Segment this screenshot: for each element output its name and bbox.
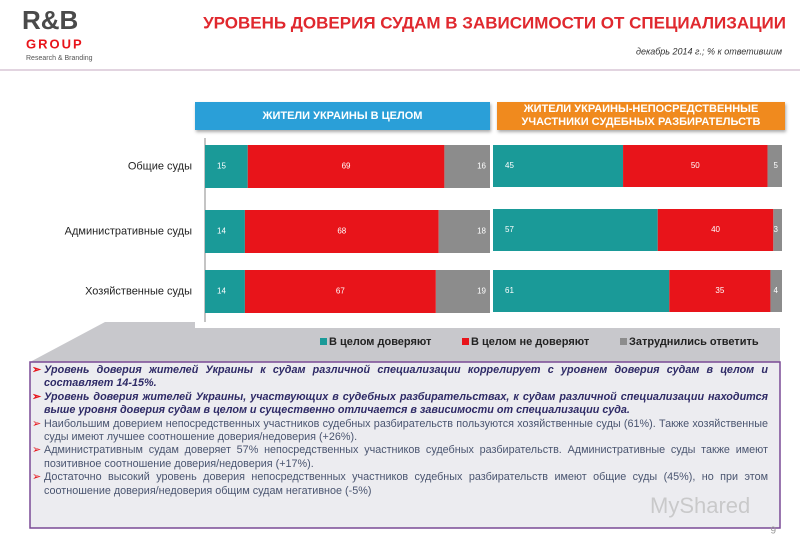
value-label: 19 (477, 287, 486, 296)
legend-swatch (320, 338, 327, 345)
bar-segment (205, 210, 245, 253)
callout-shape (30, 322, 780, 362)
value-label: 40 (711, 225, 720, 234)
bar-segment (244, 210, 439, 253)
legend-swatch (620, 338, 627, 345)
bar-segment (773, 209, 782, 251)
logo-sub: Research & Branding (26, 55, 93, 62)
value-label: 50 (691, 161, 700, 170)
bar-segment (438, 210, 490, 253)
note: Наибольшим доверием непосредственных уча… (32, 418, 768, 445)
bar-segment (657, 209, 774, 251)
value-label: 16 (477, 162, 486, 171)
value-label: 45 (505, 161, 514, 170)
bar-segment (493, 209, 658, 251)
bar-segment (444, 145, 490, 188)
bar-segment (623, 145, 768, 187)
value-label: 14 (217, 287, 226, 296)
bar-segment (493, 270, 670, 312)
bar-segment (205, 270, 245, 313)
page-number: 9 (770, 526, 776, 537)
legend-label: В целом не доверяют (471, 336, 590, 348)
value-label: 69 (342, 162, 351, 171)
value-label: 4 (774, 286, 779, 295)
note: Административным судам доверяет 57% непо… (32, 444, 768, 471)
value-label: 68 (337, 227, 346, 236)
notes: Уровень доверия жителей Украины к судам … (32, 364, 768, 524)
bar-segment (205, 145, 248, 188)
value-label: 15 (217, 162, 226, 171)
value-label: 57 (505, 225, 514, 234)
legend-label: В целом доверяют (329, 336, 432, 348)
value-label: 61 (505, 286, 514, 295)
value-label: 18 (477, 227, 486, 236)
subtitle: декабрь 2014 г.; % к ответившим (636, 46, 782, 56)
value-label: 3 (774, 225, 779, 234)
legend-label: Затруднились ответить (629, 336, 759, 348)
logo-group: GROUP (26, 36, 84, 51)
value-label: 5 (774, 161, 779, 170)
bar-segment (247, 145, 445, 188)
chart-banner: ЖИТЕЛИ УКРАИНЫ-НЕПОСРЕДСТВЕННЫЕ УЧАСТНИК… (497, 102, 785, 130)
value-label: 35 (715, 286, 724, 295)
note: Уровень доверия жителей Украины к судам … (32, 364, 768, 391)
logo: R&B (22, 5, 78, 35)
bar-segment (669, 270, 771, 312)
legend-swatch (462, 338, 469, 345)
note: Достаточно высокий уровень доверия непос… (32, 471, 768, 498)
category-label: Административные суды (65, 225, 192, 237)
title: УРОВЕНЬ ДОВЕРИЯ СУДАМ В ЗАВИСИМОСТИ ОТ С… (203, 13, 786, 32)
bar-segment (767, 145, 782, 187)
value-label: 67 (336, 287, 345, 296)
bar-segment (435, 270, 490, 313)
value-label: 14 (217, 227, 226, 236)
bar-segment (493, 145, 624, 187)
bar-segment (770, 270, 782, 312)
bar-segment (244, 270, 436, 313)
category-label: Общие суды (128, 160, 192, 172)
note: Уровень доверия жителей Украины, участву… (32, 391, 768, 418)
chart-banner: ЖИТЕЛИ УКРАИНЫ В ЦЕЛОМ (195, 102, 490, 130)
category-label: Хозяйственные суды (85, 285, 192, 297)
